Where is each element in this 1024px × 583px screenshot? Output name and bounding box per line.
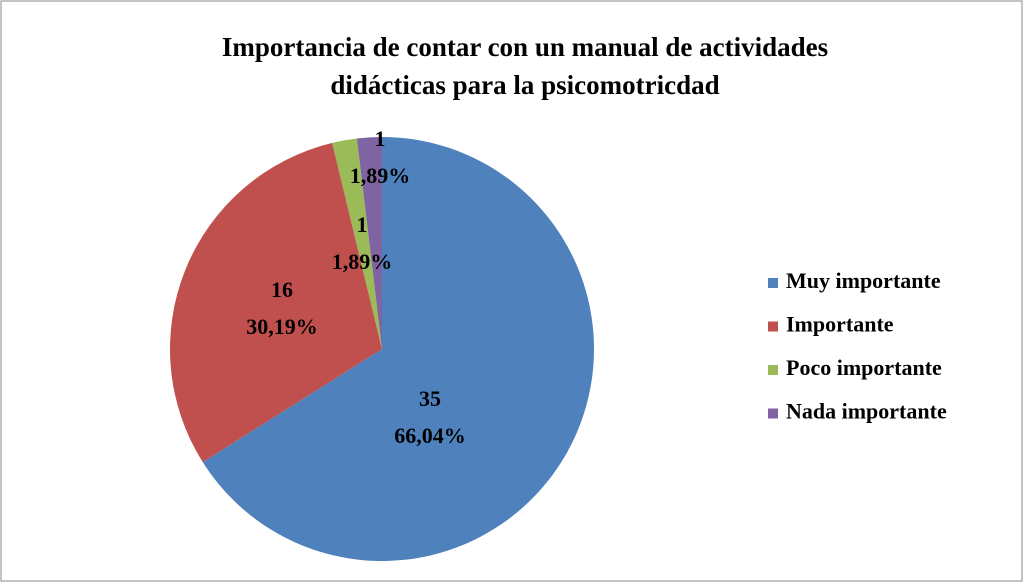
pie-slice — [332, 138, 382, 349]
data-label: 1 — [357, 212, 368, 237]
legend-label: Muy importante — [786, 268, 941, 293]
data-label: 1,89% — [332, 249, 393, 274]
pie-slice — [169, 142, 382, 463]
data-label: 16 — [271, 277, 293, 302]
legend-label: Poco importante — [786, 355, 942, 380]
pie-slice — [202, 137, 595, 561]
legend-label: Nada importante — [786, 399, 947, 424]
legend-label: Importante — [786, 312, 894, 337]
data-label: 66,04% — [394, 423, 466, 448]
data-label: 35 — [419, 386, 441, 411]
pie-slice — [356, 137, 382, 349]
data-label: 30,19% — [246, 314, 318, 339]
data-label: 1 — [375, 126, 386, 151]
chart-title: Importancia de contar con un manual de a… — [222, 32, 828, 100]
legend-swatch — [768, 321, 778, 332]
legend-swatch — [768, 365, 778, 375]
legend-swatch — [768, 278, 778, 288]
legend-swatch — [768, 408, 778, 419]
data-label: 1,89% — [350, 163, 411, 188]
